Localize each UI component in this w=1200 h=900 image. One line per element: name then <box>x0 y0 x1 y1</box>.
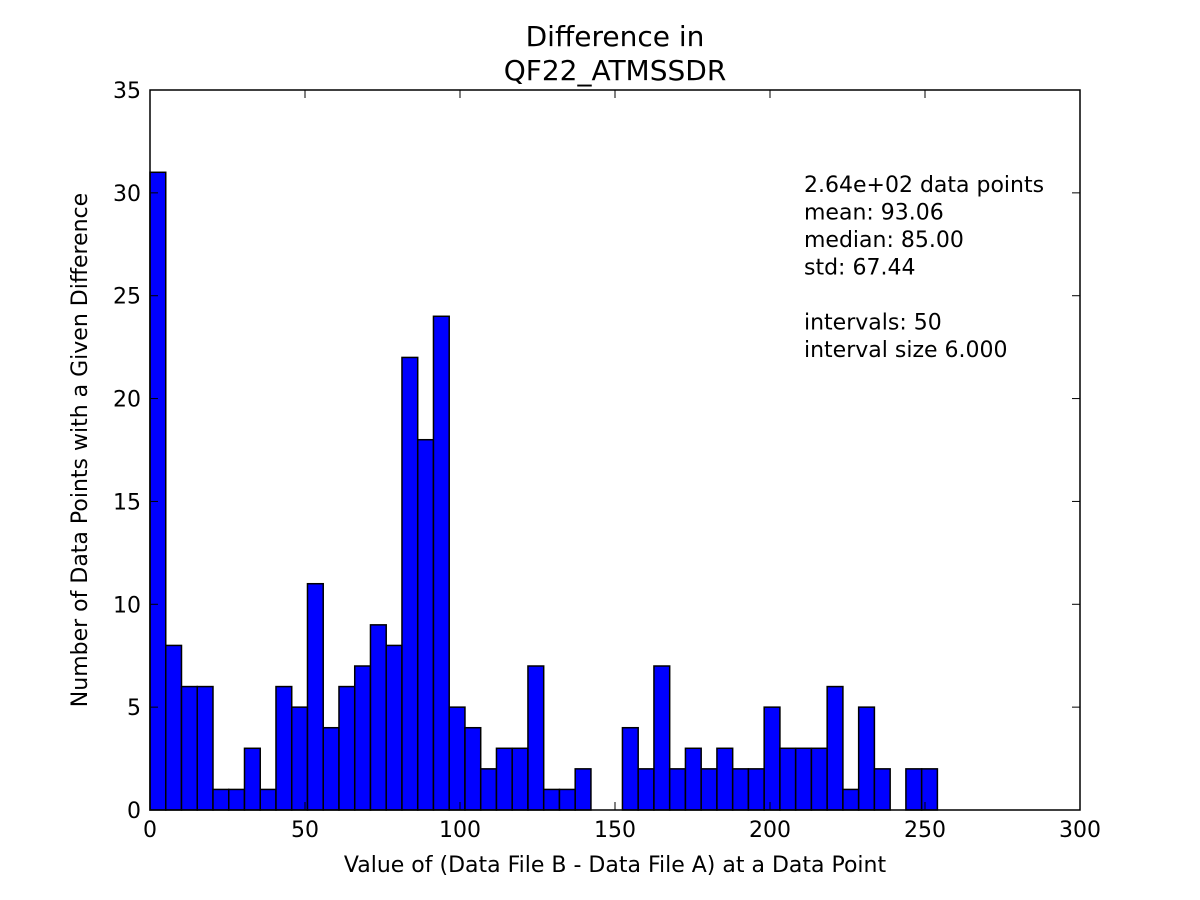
histogram-bar <box>700 768 718 811</box>
histogram-bar <box>668 768 687 811</box>
x-tick-label: 50 <box>291 818 319 843</box>
x-tick-label: 300 <box>1059 818 1101 843</box>
x-tick-label: 200 <box>749 818 791 843</box>
y-tick-label: 5 <box>127 696 141 721</box>
histogram-bar <box>290 706 309 811</box>
histogram-bar <box>164 644 183 811</box>
histogram-bar <box>227 788 246 811</box>
histogram-bar <box>353 665 372 811</box>
stats-line: intervals: 50 <box>804 311 942 336</box>
stats-line: median: 85.00 <box>804 228 964 253</box>
chart-title-line-2: QF22_ATMSSDR <box>504 54 727 87</box>
histogram-bar <box>243 747 261 811</box>
histogram-bar <box>306 582 324 811</box>
y-axis-ticks: 0 5 10 15 20 25 30 35 <box>113 79 1080 824</box>
histogram-bar <box>574 768 592 811</box>
histogram-bar <box>401 356 419 811</box>
histogram-bar <box>527 665 545 811</box>
histogram-bar <box>653 665 671 811</box>
histogram-bar <box>212 788 230 811</box>
histogram-bar <box>542 788 561 811</box>
histogram-bar <box>716 747 734 811</box>
histogram-bar <box>779 747 797 811</box>
histogram-bar <box>511 747 529 811</box>
histogram-bar <box>385 644 403 811</box>
histogram-bar <box>369 624 387 811</box>
histogram-bar <box>259 788 277 811</box>
x-tick-label: 250 <box>904 818 946 843</box>
x-axis-label: Value of (Data File B - Data File A) at … <box>344 853 887 878</box>
histogram-bar <box>684 747 702 811</box>
histogram-bar <box>731 768 750 811</box>
histogram-bar <box>810 747 828 811</box>
histogram-bar <box>416 438 435 811</box>
histogram-bar <box>747 768 765 811</box>
stats-line: std: 67.44 <box>804 256 915 281</box>
histogram-bar <box>873 768 891 811</box>
histogram-bar <box>621 726 639 811</box>
y-tick-label: 10 <box>113 593 141 618</box>
y-tick-label: 15 <box>113 490 141 515</box>
histogram-bar <box>448 706 466 811</box>
histogram-bar <box>180 685 198 811</box>
chart-title-line-1: Difference in <box>526 20 705 53</box>
histogram-bar <box>794 747 813 811</box>
histogram-bar <box>637 768 655 811</box>
y-tick-label: 35 <box>113 79 141 104</box>
histogram-bar <box>432 315 450 811</box>
y-tick-label: 25 <box>113 285 141 310</box>
stats-line: interval size 6.000 <box>804 338 1008 363</box>
stats-line: mean: 93.06 <box>804 201 944 226</box>
histogram-bar <box>920 768 939 811</box>
histogram-bar <box>338 685 356 811</box>
histogram-bar <box>149 171 167 811</box>
x-tick-label: 0 <box>143 818 157 843</box>
y-tick-label: 20 <box>113 388 141 413</box>
y-tick-label: 30 <box>113 182 141 207</box>
histogram-bar <box>495 747 513 811</box>
histogram-bar <box>196 685 214 811</box>
y-axis-label: Number of Data Points with a Given Diffe… <box>68 193 93 707</box>
histogram-bar <box>558 788 576 811</box>
x-tick-label: 100 <box>439 818 481 843</box>
histogram-bar <box>464 726 482 811</box>
x-axis-ticks: 0 50 100 150 200 250 300 <box>143 90 1101 843</box>
histogram-bar <box>322 726 340 811</box>
y-tick-label: 0 <box>127 799 141 824</box>
histogram-bar <box>275 685 293 811</box>
histogram-bar <box>479 768 498 811</box>
histogram-bar <box>842 788 860 811</box>
histogram-bar <box>763 706 781 811</box>
stats-line: 2.64e+02 data points <box>804 173 1044 198</box>
histogram-bar <box>857 706 876 811</box>
histogram-bar <box>826 685 844 811</box>
x-tick-label: 150 <box>594 818 636 843</box>
histogram-bar <box>905 768 923 811</box>
